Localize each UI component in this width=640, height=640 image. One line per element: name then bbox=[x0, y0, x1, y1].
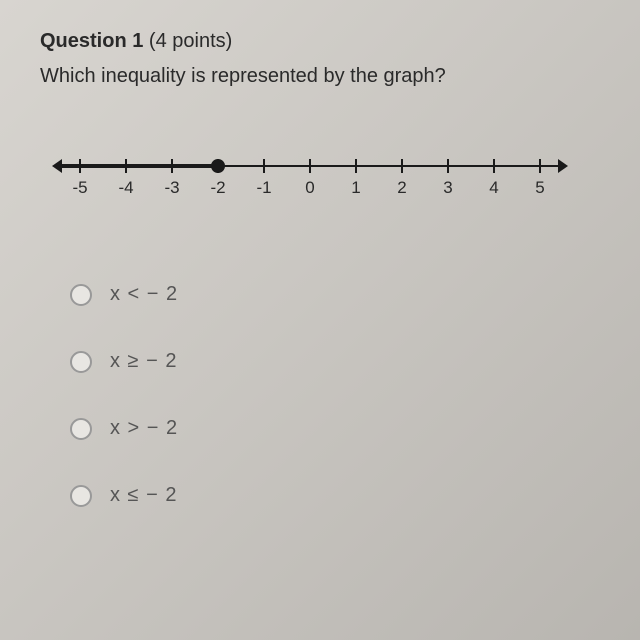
svg-text:1: 1 bbox=[351, 178, 360, 197]
svg-text:-3: -3 bbox=[164, 178, 179, 197]
question-prompt: Which inequality is represented by the g… bbox=[40, 65, 600, 88]
svg-text:2: 2 bbox=[397, 178, 406, 197]
svg-text:-1: -1 bbox=[256, 178, 271, 197]
option-c[interactable]: x > − 2 bbox=[70, 417, 600, 440]
option-label: x < − 2 bbox=[110, 283, 178, 306]
question-header: Question 1 (4 points) bbox=[40, 30, 600, 53]
svg-text:0: 0 bbox=[305, 178, 314, 197]
option-label: x > − 2 bbox=[110, 417, 178, 440]
radio-icon bbox=[70, 351, 92, 373]
option-label: x ≤ − 2 bbox=[110, 484, 177, 507]
svg-text:-4: -4 bbox=[118, 178, 133, 197]
svg-text:4: 4 bbox=[489, 178, 498, 197]
number-line: -5 -4 -3 -2 -1 0 1 2 3 4 5 bbox=[50, 148, 600, 213]
option-label: x ≥ − 2 bbox=[110, 350, 177, 373]
radio-icon bbox=[70, 418, 92, 440]
svg-text:3: 3 bbox=[443, 178, 452, 197]
svg-text:5: 5 bbox=[535, 178, 544, 197]
option-a[interactable]: x < − 2 bbox=[70, 283, 600, 306]
number-line-svg: -5 -4 -3 -2 -1 0 1 2 3 4 5 bbox=[50, 148, 570, 208]
answer-options: x < − 2 x ≥ − 2 x > − 2 x ≤ − 2 bbox=[70, 283, 600, 507]
radio-icon bbox=[70, 485, 92, 507]
radio-icon bbox=[70, 284, 92, 306]
question-label: Question 1 bbox=[40, 30, 143, 52]
svg-text:-2: -2 bbox=[210, 178, 225, 197]
question-points: (4 points) bbox=[149, 30, 232, 52]
svg-text:-5: -5 bbox=[72, 178, 87, 197]
option-b[interactable]: x ≥ − 2 bbox=[70, 350, 600, 373]
option-d[interactable]: x ≤ − 2 bbox=[70, 484, 600, 507]
